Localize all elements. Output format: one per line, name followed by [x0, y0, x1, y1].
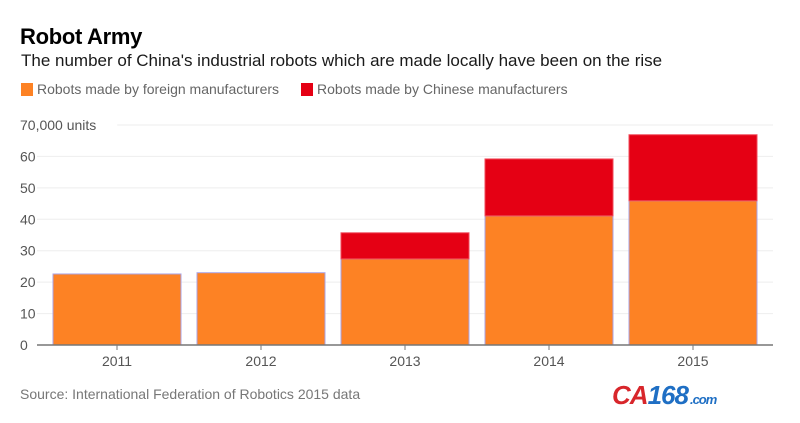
- bar-chinese-2015: [628, 134, 758, 202]
- legend: Robots made by foreign manufacturers Rob…: [21, 81, 590, 97]
- legend-item-foreign: Robots made by foreign manufacturers: [21, 81, 279, 97]
- bar-chinese-2014: [484, 158, 614, 217]
- legend-item-chinese: Robots made by Chinese manufacturers: [301, 81, 568, 97]
- legend-label-chinese: Robots made by Chinese manufacturers: [317, 81, 568, 97]
- bar-foreign-2013: [340, 258, 470, 346]
- source-note: Source: International Federation of Robo…: [20, 386, 361, 402]
- bar-foreign-2011: [52, 273, 182, 346]
- x-tick-label: 2015: [677, 353, 708, 369]
- y-tick-label: 70,000 units: [20, 117, 96, 133]
- watermark-number: 168: [647, 380, 689, 410]
- y-tick-label: 50: [20, 180, 36, 196]
- x-tick-label: 2012: [245, 353, 276, 369]
- bar-foreign-2014: [484, 215, 614, 346]
- y-tick-label: 30: [20, 243, 36, 259]
- y-tick-label: 60: [20, 148, 36, 164]
- legend-swatch-chinese: [301, 82, 314, 96]
- y-tick-label: 40: [20, 211, 36, 227]
- bar-chinese-2013: [340, 232, 470, 260]
- chart-title: Robot Army: [20, 24, 143, 49]
- bar-foreign-2012: [196, 272, 326, 346]
- chart-subtitle: The number of China's industrial robots …: [21, 51, 663, 70]
- legend-label-foreign: Robots made by foreign manufacturers: [37, 81, 280, 97]
- watermark-com: .com: [689, 392, 717, 407]
- x-tick-label: 2013: [389, 353, 420, 369]
- y-tick-label: 0: [20, 337, 28, 353]
- y-tick-label: 10: [20, 306, 36, 322]
- bar-foreign-2015: [628, 200, 758, 346]
- x-tick-label: 2014: [533, 353, 564, 369]
- watermark-ca: CA: [612, 380, 649, 410]
- y-tick-label: 20: [20, 274, 36, 290]
- x-tick-label: 2011: [102, 353, 132, 369]
- legend-swatch-foreign: [21, 82, 33, 96]
- watermark-logo: CA168 .com: [612, 380, 717, 411]
